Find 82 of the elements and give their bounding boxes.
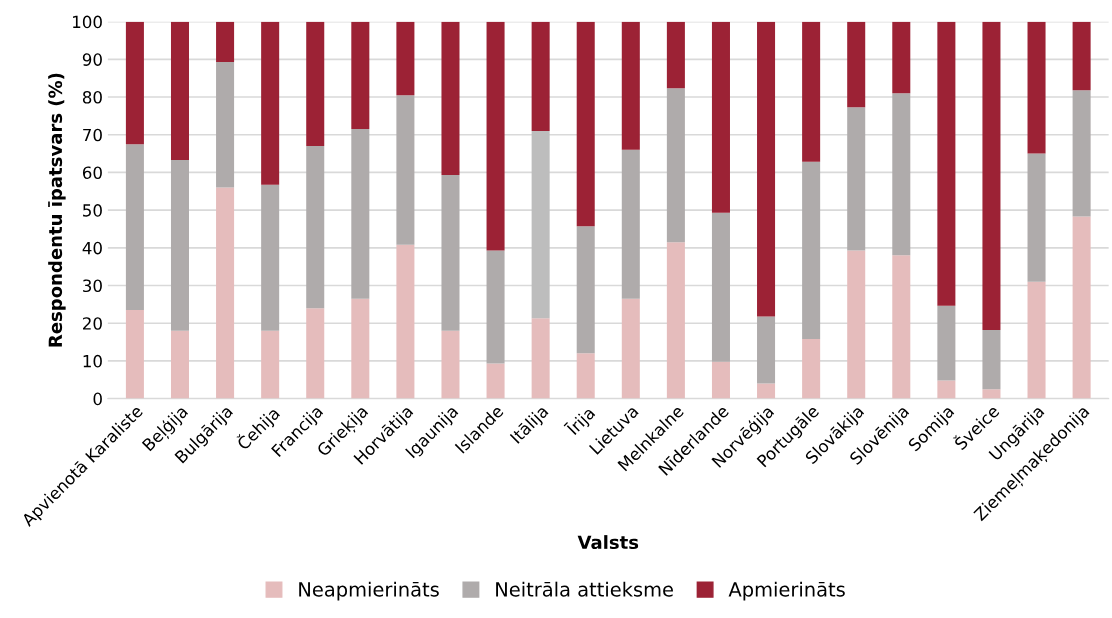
bar (982, 21, 1001, 330)
bar (441, 330, 460, 399)
bar (802, 161, 821, 340)
y-tick-label: 30 (83, 279, 102, 293)
bar (576, 226, 595, 354)
bar (170, 21, 190, 160)
y-tick-label: 40 (82, 241, 102, 255)
bar (892, 21, 911, 94)
bar (216, 187, 235, 399)
bar (982, 330, 1001, 390)
bar (621, 298, 640, 399)
bar (351, 129, 370, 299)
bar (847, 107, 866, 251)
bar (125, 310, 144, 399)
bar (170, 330, 190, 399)
bar (216, 21, 235, 62)
bar (125, 144, 144, 311)
bar (306, 21, 325, 147)
bar (982, 389, 1001, 399)
bar (170, 159, 190, 331)
bar (261, 330, 280, 399)
y-tick-label: 0 (93, 392, 102, 406)
y-tick-label: 80 (82, 90, 102, 104)
bar (666, 88, 685, 243)
bar (261, 184, 280, 331)
bar (531, 318, 550, 399)
bar (486, 250, 505, 364)
bar (666, 21, 685, 89)
bar (621, 21, 640, 150)
bar (125, 21, 144, 145)
bar (1027, 281, 1046, 399)
bar (892, 255, 911, 399)
bar (757, 21, 776, 317)
bar (937, 380, 956, 399)
y-tick-label: 100 (73, 15, 102, 29)
bar (441, 21, 460, 176)
bar (576, 21, 595, 227)
y-tick-label: 60 (82, 166, 102, 179)
bar (847, 21, 866, 108)
y-tick-label: 50 (83, 204, 102, 217)
bar (1072, 216, 1091, 399)
bar (1027, 21, 1046, 154)
bar (351, 298, 370, 399)
bar (621, 149, 640, 299)
bar (757, 316, 776, 384)
bar (306, 308, 325, 399)
bar (1072, 90, 1091, 217)
bar (757, 383, 776, 399)
y-tick-label: 90 (82, 53, 102, 66)
bar (847, 250, 866, 399)
bar (486, 21, 505, 251)
legend-label: Neapmierināts (299, 581, 439, 601)
bar (216, 61, 235, 188)
bar (576, 353, 595, 399)
y-axis-title: Respondentu īpatsvars (%) (48, 73, 66, 347)
bar (441, 175, 460, 331)
legend-label: Neitrāla attieksme (496, 581, 673, 597)
bar (396, 95, 415, 245)
bar (261, 21, 280, 185)
bar (802, 339, 821, 399)
bar (486, 363, 505, 399)
y-tick-label: 20 (83, 317, 102, 330)
bar (711, 212, 730, 362)
bar (937, 305, 956, 381)
y-tick-label: 70 (83, 128, 102, 142)
bar (711, 21, 730, 213)
bar (1027, 153, 1046, 282)
bar (892, 93, 911, 256)
bar (666, 242, 685, 399)
bar (531, 130, 550, 319)
bar (1072, 21, 1091, 91)
y-tick-label: 10 (83, 354, 102, 368)
bar (802, 21, 821, 162)
bar (396, 21, 415, 96)
bar (306, 146, 325, 309)
bar (351, 21, 370, 130)
x-axis-title: Valsts (577, 535, 639, 550)
bar (531, 21, 550, 131)
bar (711, 361, 730, 399)
bar (937, 21, 956, 306)
bar (396, 244, 415, 399)
legend-label: Apmierināts (728, 581, 845, 601)
